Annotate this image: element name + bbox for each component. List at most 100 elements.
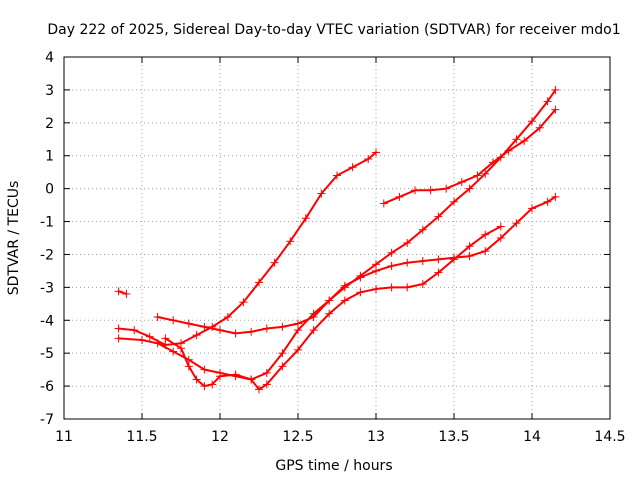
data-point-marker <box>309 326 318 335</box>
y-tick-label: -6 <box>40 379 54 395</box>
data-point-marker <box>216 326 224 335</box>
data-point-marker <box>442 184 451 193</box>
data-point-marker <box>122 289 131 298</box>
data-point-marker <box>325 296 334 305</box>
data-point-marker <box>481 169 490 178</box>
x-tick-label: 12.5 <box>282 429 313 445</box>
data-point-marker <box>403 238 412 247</box>
y-tick-label: 1 <box>45 149 54 165</box>
y-tick-label: -7 <box>40 412 54 428</box>
data-point-marker <box>512 219 521 228</box>
data-point-marker <box>247 375 256 384</box>
data-point-marker <box>208 380 217 389</box>
data-point-marker <box>496 234 505 242</box>
data-point-marker <box>200 365 209 374</box>
data-series-2 <box>161 222 505 394</box>
y-tick-label: 3 <box>45 83 54 99</box>
data-point-marker <box>208 322 217 331</box>
data-point-marker <box>184 355 193 364</box>
data-point-marker <box>223 312 232 321</box>
y-tick-label: 2 <box>45 116 54 132</box>
data-point-marker <box>169 347 178 356</box>
data-point-marker <box>426 186 435 195</box>
data-point-marker <box>255 385 263 394</box>
data-series <box>114 85 560 394</box>
data-point-marker <box>348 163 357 172</box>
data-point-marker <box>551 105 560 114</box>
data-point-marker <box>543 97 552 106</box>
data-point-marker <box>153 312 162 321</box>
data-point-marker <box>387 283 396 292</box>
data-point-marker <box>528 204 536 213</box>
data-point-marker <box>114 287 123 296</box>
data-series-6 <box>379 105 560 208</box>
data-point-marker <box>418 225 427 234</box>
data-point-marker <box>372 260 380 269</box>
data-point-marker <box>481 230 490 239</box>
data-point-marker <box>411 186 419 195</box>
data-point-marker <box>216 368 224 377</box>
series-line <box>164 225 502 391</box>
y-tick-label: 0 <box>45 182 54 198</box>
plot-frame <box>63 56 611 420</box>
data-point-marker <box>457 178 466 187</box>
data-point-marker <box>262 368 271 377</box>
data-point-marker <box>543 197 552 206</box>
y-tick-label: -1 <box>40 215 54 231</box>
data-point-marker <box>301 214 310 223</box>
data-point-marker <box>340 296 349 305</box>
data-point-marker <box>387 248 396 257</box>
data-point-marker <box>551 192 560 201</box>
data-point-marker <box>239 298 248 307</box>
data-point-marker <box>262 380 271 389</box>
data-point-marker <box>465 184 474 193</box>
data-point-marker <box>395 192 404 201</box>
data-point-marker <box>270 258 279 267</box>
x-tick-label: 11 <box>55 429 73 445</box>
data-point-marker <box>450 253 458 262</box>
data-point-marker <box>286 237 295 246</box>
y-tick-label: -2 <box>40 247 54 263</box>
data-point-marker <box>309 309 318 318</box>
series-line <box>117 88 557 381</box>
data-point-marker <box>528 117 536 126</box>
y-axis-label: SDTVAR / TECUs <box>6 181 22 296</box>
x-axis-label: GPS time / hours <box>275 458 392 474</box>
data-point-marker <box>340 283 349 292</box>
data-series-3 <box>153 192 560 338</box>
data-point-marker <box>379 199 388 208</box>
data-point-marker <box>418 280 427 289</box>
data-point-marker <box>489 158 497 167</box>
y-tick-label: -5 <box>40 346 54 362</box>
grid <box>64 57 610 419</box>
data-point-marker <box>114 324 123 333</box>
data-point-marker <box>294 345 302 354</box>
data-point-marker <box>130 326 139 335</box>
data-point-marker <box>177 339 185 348</box>
data-point-marker <box>231 329 240 338</box>
series-line <box>382 108 557 205</box>
data-point-marker <box>231 372 240 381</box>
data-point-marker <box>450 197 458 206</box>
y-tick-label: -4 <box>40 313 54 329</box>
x-tick-label: 11.5 <box>126 429 157 445</box>
y-tick-label: -3 <box>40 280 54 296</box>
series-line <box>117 151 377 346</box>
data-point-marker <box>512 135 521 144</box>
data-point-marker <box>372 285 380 294</box>
data-point-marker <box>418 257 427 266</box>
data-point-marker <box>403 258 412 267</box>
data-point-marker <box>138 336 146 345</box>
data-point-marker <box>262 324 271 333</box>
data-point-marker <box>387 261 396 270</box>
data-point-marker <box>247 327 256 336</box>
data-point-marker <box>364 155 373 164</box>
x-tick-label: 12 <box>211 429 229 445</box>
data-point-marker <box>372 148 380 157</box>
data-point-marker <box>481 247 490 256</box>
data-point-marker <box>403 283 412 292</box>
data-point-marker <box>192 375 201 384</box>
data-point-marker <box>434 212 443 221</box>
